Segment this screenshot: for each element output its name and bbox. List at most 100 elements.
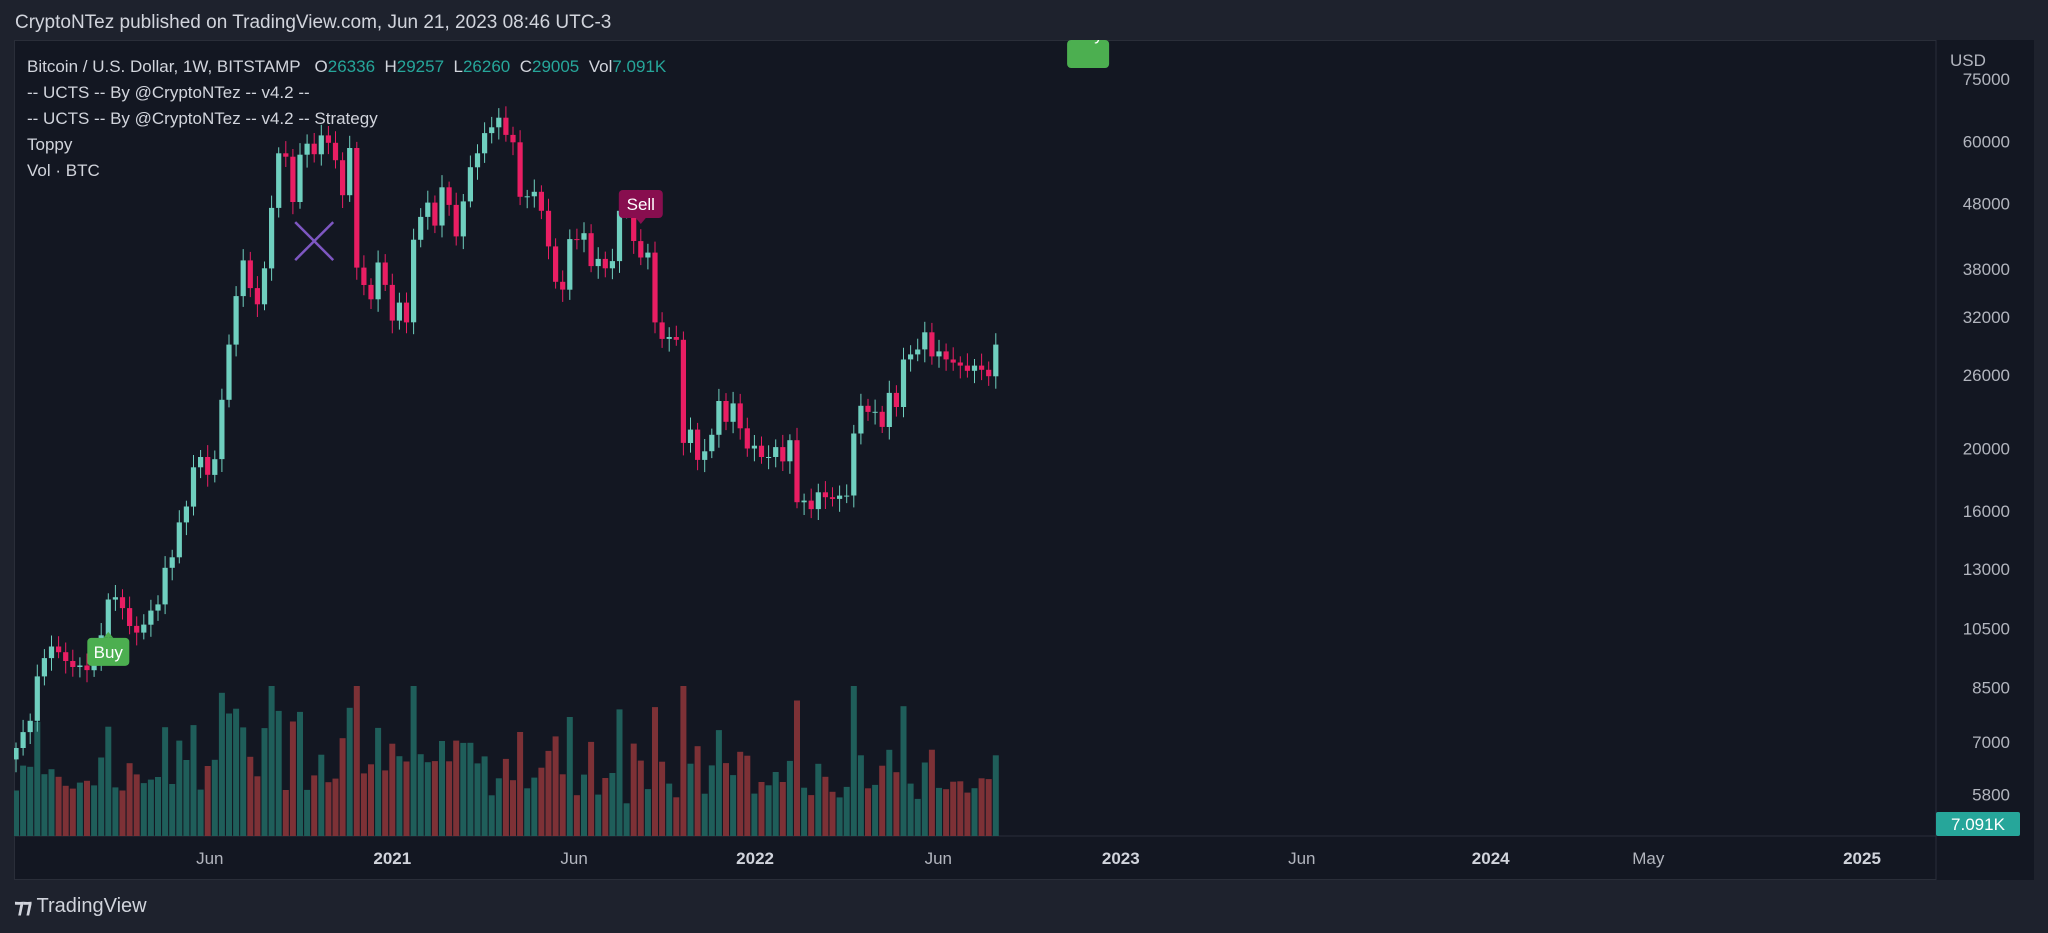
candle-body bbox=[148, 610, 154, 625]
candle-body bbox=[247, 260, 253, 289]
candle-body bbox=[865, 405, 871, 412]
candles bbox=[14, 106, 999, 773]
candle-body bbox=[794, 440, 800, 503]
svg-text:Buy: Buy bbox=[94, 643, 124, 662]
candle-body bbox=[474, 153, 481, 168]
legend-indicator-volume[interactable]: Vol · BTC bbox=[27, 161, 100, 180]
candle-body bbox=[425, 202, 431, 217]
volume-bar bbox=[396, 756, 403, 836]
volume-bar bbox=[907, 783, 914, 836]
candle-body bbox=[517, 142, 523, 197]
volume-bar bbox=[893, 772, 900, 836]
candle-body bbox=[723, 401, 729, 422]
candle-body bbox=[844, 495, 850, 497]
published-text: CryptoNTez published on TradingView.com,… bbox=[15, 12, 612, 33]
volume-bar bbox=[630, 743, 637, 836]
volume-bar bbox=[446, 761, 453, 836]
legend-indicator-toppy[interactable]: Toppy bbox=[27, 135, 73, 154]
volume-bar bbox=[808, 795, 815, 836]
volume-bar bbox=[176, 740, 183, 836]
candle-body bbox=[957, 362, 963, 366]
candle-body bbox=[574, 239, 580, 241]
legend-indicator-ucts[interactable]: -- UCTS -- By @CryptoNTez -- v4.2 -- bbox=[27, 83, 310, 102]
volume-bar bbox=[481, 756, 488, 836]
volume-bar bbox=[389, 743, 396, 836]
candle-body bbox=[567, 239, 573, 290]
candle-body bbox=[460, 201, 466, 237]
volume-bar bbox=[410, 686, 417, 836]
candle-body bbox=[340, 160, 346, 196]
candle-body bbox=[411, 239, 417, 323]
volume-bar bbox=[119, 790, 126, 836]
volume-bar bbox=[957, 781, 964, 836]
candle-body bbox=[368, 284, 374, 300]
candle-body bbox=[837, 495, 843, 499]
volume-bar bbox=[304, 789, 311, 836]
candle-body bbox=[389, 284, 395, 321]
tradingview-logo-icon[interactable]: ⁊⁊ bbox=[14, 895, 32, 918]
candle-body bbox=[758, 445, 765, 457]
volume-bar bbox=[254, 776, 261, 836]
volume-bar bbox=[510, 780, 516, 836]
candle-body bbox=[183, 506, 189, 523]
price-tick-label: 26000 bbox=[1963, 366, 2010, 385]
candle-body bbox=[922, 332, 928, 350]
price-chart[interactable]: USD Buy Buy Sell 75000 60000 48000 38000 32000… bbox=[14, 40, 2034, 880]
candle-body bbox=[595, 258, 601, 267]
candle-body bbox=[403, 302, 410, 323]
time-tick-label: Jun bbox=[196, 849, 223, 868]
signal-markers: Buy Buy Sell bbox=[87, 40, 1110, 666]
time-tick-label: 2024 bbox=[1472, 849, 1510, 868]
volume-bar bbox=[375, 727, 382, 836]
volume-bar bbox=[403, 761, 410, 836]
candle-body bbox=[269, 207, 275, 269]
volume-bar bbox=[900, 706, 907, 836]
volume-bar bbox=[758, 782, 765, 836]
candle-body bbox=[545, 210, 552, 247]
candle-body bbox=[538, 191, 544, 211]
candle-body bbox=[900, 359, 907, 407]
candle-body bbox=[581, 233, 587, 240]
candle-body bbox=[119, 597, 126, 609]
price-axis[interactable]: 75000 60000 48000 38000 32000 26000 20000 16000… bbox=[1963, 70, 2010, 805]
volume-bar bbox=[48, 769, 55, 836]
volume-bar bbox=[928, 749, 935, 836]
candle-body bbox=[950, 359, 956, 363]
candle-body bbox=[190, 467, 197, 507]
footer-brand[interactable]: TradingView bbox=[36, 894, 147, 917]
volume-bar bbox=[659, 761, 666, 836]
legend-indicator-ucts-strategy[interactable]: -- UCTS -- By @CryptoNTez -- v4.2 -- Str… bbox=[27, 109, 378, 128]
volume-bar bbox=[950, 781, 957, 836]
volume-bar bbox=[453, 740, 460, 836]
volume-bar bbox=[715, 730, 722, 836]
volume-bar bbox=[133, 774, 140, 836]
candle-body bbox=[915, 349, 921, 355]
time-axis[interactable]: Jun2021Jun2022Jun2023Jun2024May2025Jun bbox=[196, 849, 2034, 868]
candle-body bbox=[496, 117, 502, 128]
volume-bar bbox=[751, 793, 758, 836]
candle-body bbox=[283, 153, 289, 157]
volume-bar bbox=[815, 763, 822, 836]
candle-body bbox=[986, 369, 992, 377]
legend-symbol: Bitcoin / U.S. Dollar, 1W, BITSTAMP bbox=[27, 57, 301, 76]
candle-body bbox=[77, 665, 83, 667]
volume-bar bbox=[843, 786, 850, 836]
candle-body bbox=[134, 625, 140, 633]
candle-body bbox=[233, 296, 239, 345]
volume-bar bbox=[190, 725, 197, 836]
volume-bar bbox=[467, 742, 474, 836]
volume-bar bbox=[588, 741, 595, 836]
candle-body bbox=[254, 288, 260, 305]
volume-bar bbox=[275, 710, 282, 836]
candle-body bbox=[553, 246, 559, 282]
volume-bar bbox=[786, 760, 793, 836]
last-volume-badge-bg bbox=[1936, 812, 2020, 836]
candle-body bbox=[851, 433, 857, 496]
price-tick-label: 8500 bbox=[1972, 679, 2010, 698]
candle-body bbox=[908, 354, 914, 360]
candle-body bbox=[453, 204, 459, 237]
currency-label: USD bbox=[1950, 51, 1986, 70]
volume-bar bbox=[69, 788, 76, 836]
volume-bar bbox=[360, 773, 367, 836]
legend-l-label: L bbox=[453, 57, 463, 76]
